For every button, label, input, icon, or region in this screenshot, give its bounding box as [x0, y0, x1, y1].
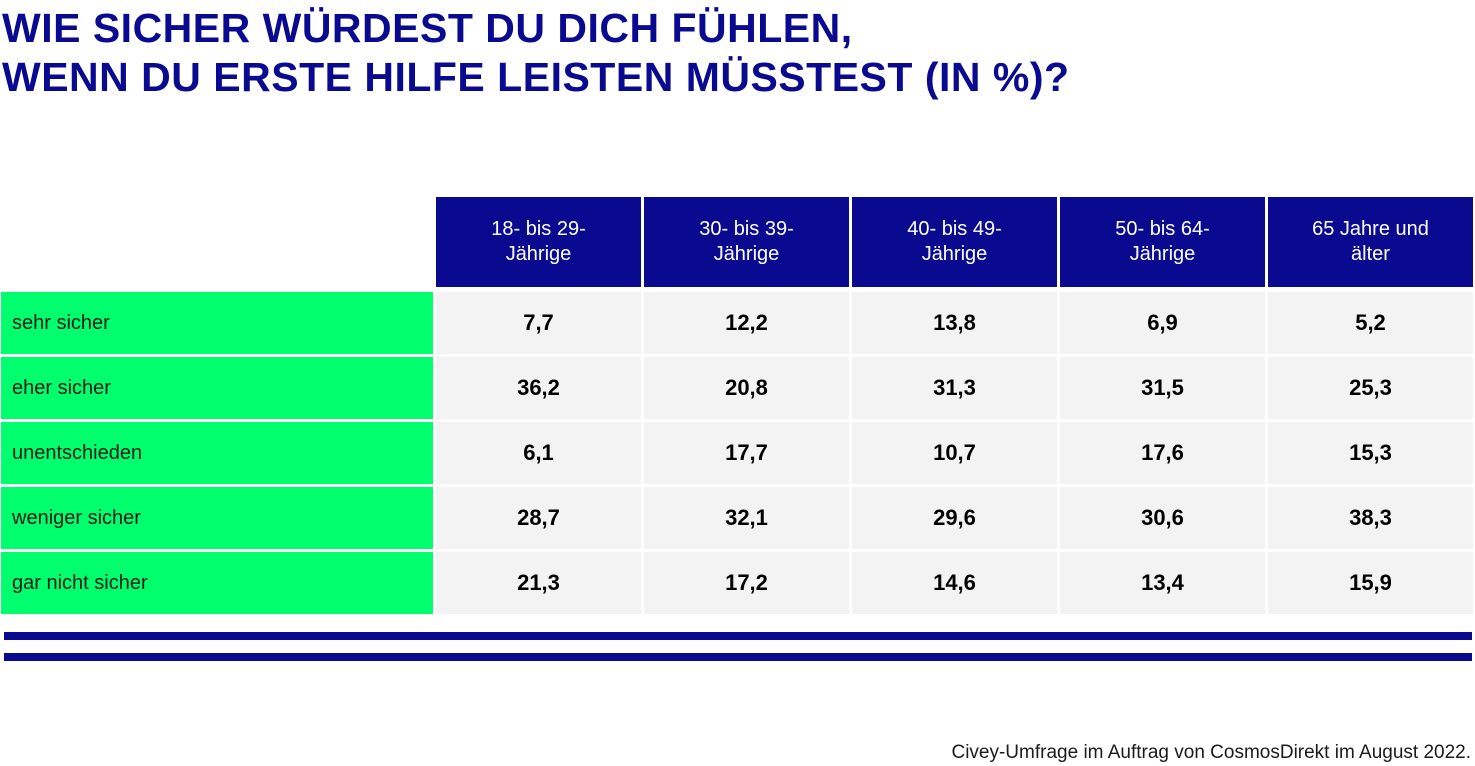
value-cell: 32,1 — [644, 487, 849, 549]
chart-title: WIE SICHER WÜRDEST DU DICH FÜHLEN, WENN … — [2, 4, 1070, 102]
value-cell: 6,1 — [436, 422, 641, 484]
value-cell: 31,5 — [1060, 357, 1265, 419]
column-header-label: 30- bis 39-Jährige — [699, 218, 794, 265]
value-cell: 17,6 — [1060, 422, 1265, 484]
column-header-label: 18- bis 29-Jährige — [491, 218, 586, 265]
column-header: 40- bis 49-Jährige — [852, 197, 1057, 287]
value-cell: 28,7 — [436, 487, 641, 549]
value-cell: 31,3 — [852, 357, 1057, 419]
value-cell: 21,3 — [436, 552, 641, 614]
title-line-1: WIE SICHER WÜRDEST DU DICH FÜHLEN, — [2, 5, 853, 51]
value-cell: 10,7 — [852, 422, 1057, 484]
title-line-2: WENN DU ERSTE HILFE LEISTEN MÜSSTEST (IN… — [2, 54, 1070, 100]
column-header: 30- bis 39-Jährige — [644, 197, 849, 287]
column-header-label: 65 Jahre und älter — [1312, 218, 1429, 265]
value-cell: 7,7 — [436, 292, 641, 354]
value-cell: 20,8 — [644, 357, 849, 419]
column-header: 18- bis 29-Jährige — [436, 197, 641, 287]
source-note: Civey-Umfrage im Auftrag von CosmosDirek… — [951, 742, 1471, 763]
value-cell: 12,2 — [644, 292, 849, 354]
value-cell: 13,4 — [1060, 552, 1265, 614]
value-cell: 13,8 — [852, 292, 1057, 354]
value-cell: 36,2 — [436, 357, 641, 419]
row-label: gar nicht sicher — [1, 552, 433, 614]
value-cell: 30,6 — [1060, 487, 1265, 549]
value-cell: 25,3 — [1268, 357, 1473, 419]
value-cell: 6,9 — [1060, 292, 1265, 354]
column-header-label: 50- bis 64-Jährige — [1115, 218, 1210, 265]
value-cell: 15,3 — [1268, 422, 1473, 484]
divider-line-bottom — [4, 653, 1472, 661]
row-label: weniger sicher — [1, 487, 433, 549]
value-cell: 14,6 — [852, 552, 1057, 614]
value-cell: 17,2 — [644, 552, 849, 614]
column-header-label: 40- bis 49-Jährige — [907, 218, 1002, 265]
value-cell: 17,7 — [644, 422, 849, 484]
value-cell: 38,3 — [1268, 487, 1473, 549]
column-header: 50- bis 64-Jährige — [1060, 197, 1265, 287]
value-cell: 5,2 — [1268, 292, 1473, 354]
row-label: unentschieden — [1, 422, 433, 484]
value-cell: 15,9 — [1268, 552, 1473, 614]
divider-line-top — [4, 632, 1472, 640]
column-header: 65 Jahre und älter — [1268, 197, 1473, 287]
row-label: sehr sicher — [1, 292, 433, 354]
value-cell: 29,6 — [852, 487, 1057, 549]
row-label: eher sicher — [1, 357, 433, 419]
